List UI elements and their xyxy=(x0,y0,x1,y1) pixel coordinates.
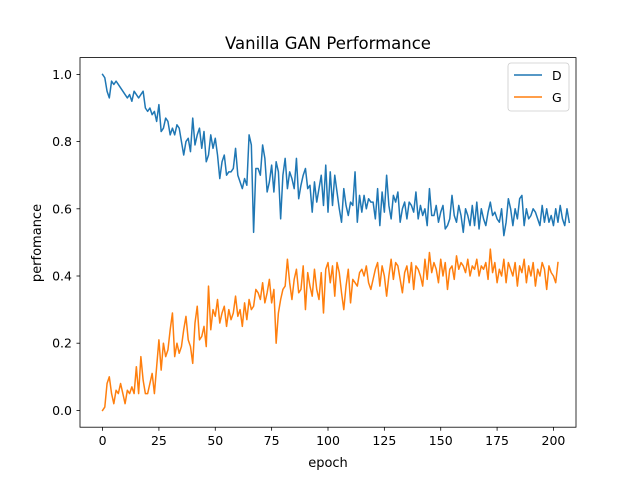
y-tick-label: 0.8 xyxy=(52,134,72,149)
x-tick-label: 200 xyxy=(542,433,566,448)
x-tick-label: 125 xyxy=(372,433,396,448)
legend-label-d: D xyxy=(552,68,562,83)
plot-frame xyxy=(79,57,577,428)
series-line-d xyxy=(101,73,571,237)
x-tick-label: 0 xyxy=(99,433,107,448)
y-tick-label: 0.6 xyxy=(52,201,72,216)
x-tick-label: 50 xyxy=(207,433,223,448)
x-tick-label: 75 xyxy=(264,433,280,448)
y-axis-label: perfomance xyxy=(30,204,45,282)
ticks-layer: 0 25 50 75 100 125 150 175 200 0.0 0.2 0.4 0.6 0.8 1.0 xyxy=(52,67,565,448)
x-axis-label: epoch xyxy=(308,456,348,471)
chart-title: Vanilla GAN Performance xyxy=(225,34,431,53)
y-tick-label: 1.0 xyxy=(52,67,72,82)
y-tick-label: 0.4 xyxy=(52,269,72,284)
legend-label-g: G xyxy=(552,90,562,105)
series-layer xyxy=(101,73,571,412)
x-tick-label: 150 xyxy=(429,433,453,448)
y-tick-label: 0.0 xyxy=(52,403,72,418)
y-tick-label: 0.2 xyxy=(52,336,72,351)
legend: D G xyxy=(507,62,570,112)
x-tick-label: 175 xyxy=(485,433,509,448)
x-tick-label: 100 xyxy=(316,433,340,448)
x-tick-label: 25 xyxy=(151,433,167,448)
series-line-g xyxy=(101,248,559,412)
